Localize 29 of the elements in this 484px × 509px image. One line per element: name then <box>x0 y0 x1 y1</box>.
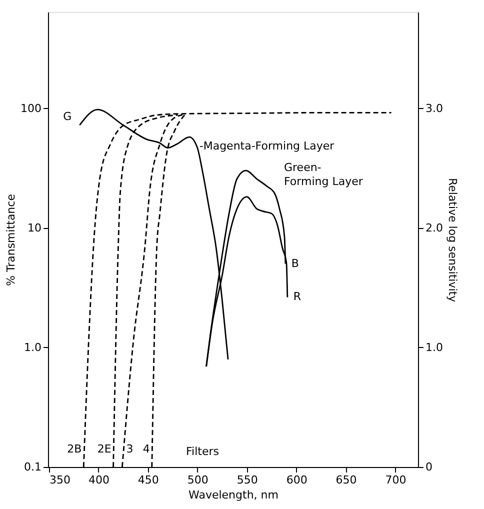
y2-tick-label: 1.0 <box>426 340 443 354</box>
y-tick-label: 1.0 <box>24 340 42 354</box>
y-axis-title: % Transmittance <box>4 194 18 286</box>
x-tick-label: 400 <box>88 474 110 486</box>
series-label: 2B <box>67 442 82 456</box>
annotation: Filters <box>186 445 220 458</box>
series-label: 2E <box>97 442 112 456</box>
x-tick-label: 700 <box>385 474 406 486</box>
y2-axis-title: Relative log sensitivity <box>446 178 459 303</box>
series-label: 3 <box>126 442 134 456</box>
x-tick-label: 450 <box>138 474 159 486</box>
annotation: Green-Forming Layer <box>284 161 364 188</box>
series-label: B <box>291 256 299 270</box>
y-tick-label: 10 <box>28 221 42 234</box>
x-tick-label: 350 <box>49 474 70 486</box>
annotation: -Magenta-Forming Layer <box>199 139 335 152</box>
y2-tick-label: 3.0 <box>426 102 443 115</box>
x-tick-label: 500 <box>187 474 208 486</box>
series-label: G <box>63 110 72 124</box>
x-tick-label: 650 <box>336 474 357 486</box>
y2-tick-label: 2.0 <box>426 221 443 234</box>
y-tick-label: 0.1 <box>24 460 42 474</box>
y2-tick-label: 0 <box>426 460 432 474</box>
y-tick-label: 100 <box>20 102 42 115</box>
series-label: R <box>293 290 302 304</box>
series-label: 4 <box>142 442 150 456</box>
x-tick-label: 550 <box>236 474 258 486</box>
x-tick-label: 600 <box>286 474 308 486</box>
x-axis-title: Wavelength, nm <box>188 488 278 502</box>
